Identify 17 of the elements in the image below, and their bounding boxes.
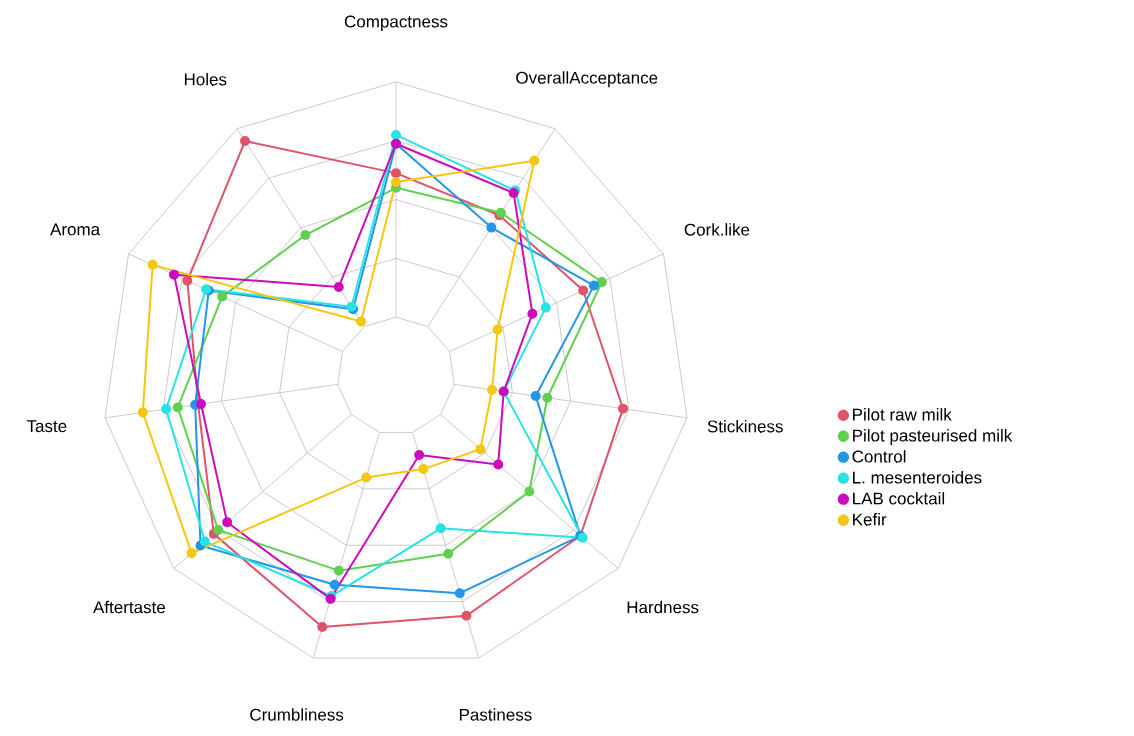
spoke-label: Stickiness xyxy=(707,419,783,433)
legend-label: LAB cocktail xyxy=(853,492,945,505)
legend-label: Control xyxy=(852,450,906,463)
spoke-label: Compactness xyxy=(344,15,448,31)
legend-label: Pilot pasteurised milk xyxy=(853,429,1013,445)
spoke-label: Taste xyxy=(26,420,67,433)
spoke-label: Crumbliness xyxy=(250,708,344,721)
legend-label: Kefir xyxy=(853,513,887,526)
spoke-label: Holes xyxy=(184,72,227,86)
spoke-label: Pastiness xyxy=(459,708,532,721)
spoke-label: OverallAcceptance xyxy=(516,71,658,88)
spoke-label: Aroma xyxy=(50,223,101,236)
legend-label: Pilot raw milk xyxy=(853,408,952,421)
spoke-label: Hardness xyxy=(627,600,699,614)
spoke-label: Aftertaste xyxy=(93,600,165,614)
spoke-label: Cork.like xyxy=(684,223,750,236)
legend-label: L. mesenteroides xyxy=(853,471,982,484)
